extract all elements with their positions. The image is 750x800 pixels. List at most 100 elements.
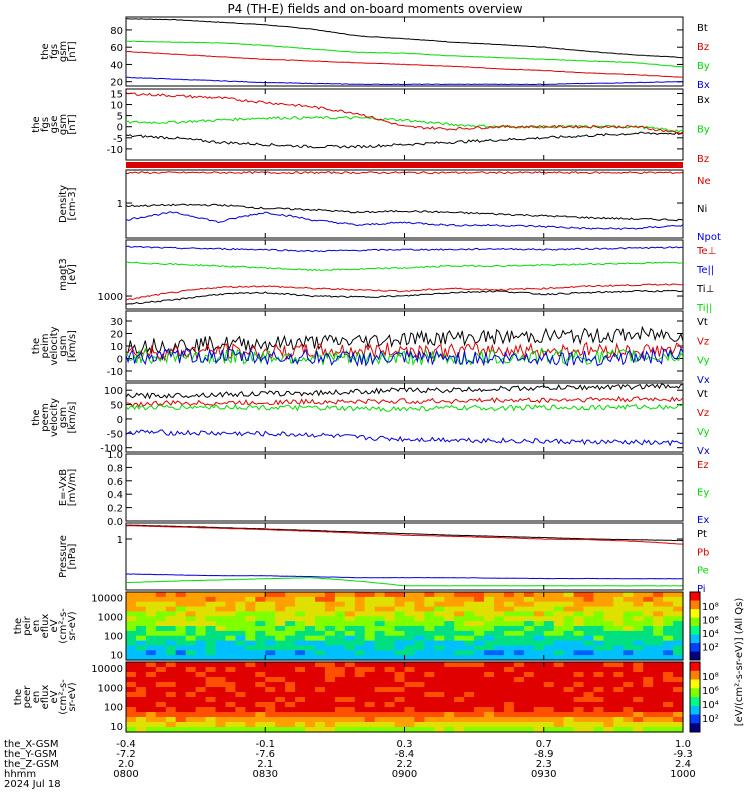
spectrogram-cell	[454, 616, 465, 622]
spectrogram-cell	[354, 707, 366, 713]
spectrogram-cell	[205, 621, 217, 627]
spectrogram-cell	[305, 616, 316, 622]
spectrogram-cell	[593, 606, 604, 613]
spectrogram-cell	[155, 697, 167, 703]
spectrogram-cell	[384, 601, 396, 608]
ytick-label-peir_spectrogram: 10	[110, 650, 123, 661]
spectrogram-cell	[225, 667, 236, 673]
spectrogram-cell	[165, 707, 177, 713]
spectrogram-cell	[185, 630, 197, 637]
spectrogram-cell	[155, 645, 167, 651]
spectrogram-cell	[543, 596, 555, 603]
spectrogram-cell	[295, 662, 306, 668]
spectrogram-cell	[573, 672, 585, 678]
spectrogram-cell	[653, 616, 664, 622]
spectrogram-cell	[553, 640, 565, 647]
spectrogram-cell	[354, 655, 366, 661]
spectrogram-cell	[504, 601, 515, 608]
spectrogram-cell	[513, 717, 525, 723]
ylabel-peim_velocity-0: the	[31, 338, 42, 354]
spectrogram-cell	[344, 635, 356, 642]
spectrogram-cell	[135, 592, 147, 598]
spectrogram-cell	[245, 616, 256, 622]
spectrogram-cell	[454, 621, 465, 627]
spectrogram-cell	[653, 662, 664, 668]
spectrogram-cell	[285, 672, 296, 678]
spectrogram-cell	[165, 621, 177, 627]
legend-density-Ni: Ni	[697, 204, 707, 215]
spectrogram-cell	[573, 702, 585, 708]
spectrogram-cell	[145, 712, 157, 718]
spectrogram-cell	[474, 727, 485, 733]
spectrogram-cell	[235, 672, 246, 678]
spectrogram-cell	[573, 712, 585, 718]
spectrogram-cell	[414, 722, 425, 728]
spectrogram-cell	[155, 727, 167, 733]
spectrogram-cell	[185, 712, 197, 718]
spectrogram-cell	[543, 672, 555, 678]
spectrogram-cell	[315, 592, 326, 598]
spectrogram-cell	[245, 606, 256, 613]
colorbar-segment	[690, 634, 700, 644]
spectrogram-cell	[663, 682, 674, 688]
spectrogram-cell	[454, 650, 465, 656]
spectrogram-cell	[474, 692, 485, 698]
spectrogram-cell	[523, 727, 535, 733]
spectrogram-cell	[315, 640, 326, 647]
spectrogram-cell	[653, 650, 664, 656]
spectrogram-cell	[414, 650, 425, 656]
spectrogram-cell	[494, 707, 505, 713]
spectrogram-cell	[295, 677, 306, 683]
spectrogram-cell	[424, 640, 435, 647]
spectrogram-cell	[245, 712, 256, 718]
spectrogram-cell	[175, 596, 187, 603]
spectrogram-cell	[613, 707, 624, 713]
spectrogram-cell	[255, 611, 266, 617]
spectrogram-cell	[394, 626, 406, 632]
spectrogram-cell	[643, 717, 654, 723]
spectrogram-cell	[145, 677, 157, 683]
spectrogram-cell	[275, 635, 286, 642]
spectrogram-cell	[504, 626, 515, 632]
spectrogram-cell	[533, 677, 545, 683]
spectrogram-cell	[225, 677, 236, 683]
spectrogram-cell	[225, 611, 236, 617]
spectrogram-cell	[374, 596, 386, 603]
spectrogram-cell	[484, 640, 495, 647]
spectrogram-cell	[384, 640, 396, 647]
spectrogram-cell	[613, 611, 624, 617]
xaxis-value: -9.3	[673, 749, 693, 760]
spectrogram-cell	[613, 635, 624, 642]
spectrogram-cell	[553, 687, 565, 693]
spectrogram-cell	[295, 712, 306, 718]
spectrogram-cell	[324, 702, 336, 708]
spectrogram-cell	[603, 601, 614, 608]
spectrogram-cell	[484, 655, 495, 661]
spectrogram-cell	[145, 717, 157, 723]
spectrogram-cell	[245, 621, 256, 627]
spectrogram-cell	[623, 655, 634, 661]
spectrogram-cell	[295, 717, 306, 723]
spectrogram-cell	[155, 621, 167, 627]
spectrogram-cell	[444, 727, 455, 733]
xaxis-value: 2.2	[397, 759, 413, 770]
spectrogram-cell	[135, 621, 147, 627]
spectrogram-cell	[523, 596, 535, 603]
spectrogram-cell	[494, 655, 505, 661]
spectrogram-cell	[295, 640, 306, 647]
spectrogram-cell	[205, 616, 217, 622]
spectrogram-cell	[603, 692, 614, 698]
spectrogram-cell	[334, 592, 346, 598]
spectrogram-cell	[673, 650, 684, 656]
spectrogram-cell	[205, 667, 217, 673]
spectrogram-cell	[344, 640, 356, 647]
spectrogram-cell	[126, 645, 137, 651]
spectrogram-cell	[494, 712, 505, 718]
spectrogram-cell	[305, 635, 316, 642]
spectrogram-cell	[394, 630, 406, 637]
spectrogram-cell	[245, 630, 256, 637]
spectrogram-cell	[384, 645, 396, 651]
spectrogram-cell	[384, 722, 396, 728]
spectrogram-cell	[643, 687, 654, 693]
spectrogram-cell	[255, 635, 266, 642]
